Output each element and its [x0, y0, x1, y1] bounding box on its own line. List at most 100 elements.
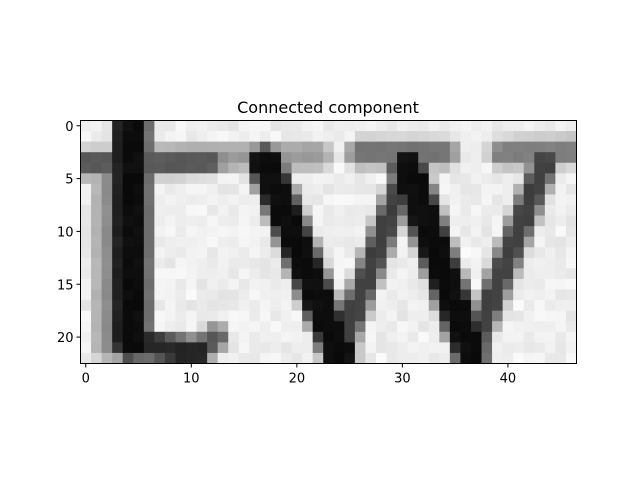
pixel-cell [291, 352, 303, 364]
pixel-cell [312, 226, 324, 238]
pixel-cell [365, 247, 377, 259]
pixel-cell [312, 300, 324, 312]
pixel-cell [344, 205, 356, 216]
pixel-cell [80, 183, 92, 195]
pixel-cell [470, 247, 482, 259]
pixel-cell [492, 342, 504, 354]
pixel-cell [375, 162, 387, 174]
pixel-cell [344, 141, 356, 153]
pixel-cell [196, 162, 208, 174]
pixel-cell [196, 268, 208, 280]
pixel-cell [460, 289, 472, 301]
pixel-cell [397, 342, 409, 354]
pixel-cell [333, 247, 345, 259]
pixel-cell [470, 183, 482, 195]
pixel-cell [196, 173, 208, 185]
pixel-cell [523, 226, 535, 238]
pixel-cell [555, 289, 567, 301]
pixel-cell [534, 352, 546, 364]
pixel-cell [122, 268, 134, 280]
pixel-cell [513, 152, 525, 164]
pixel-cell [354, 131, 366, 143]
pixel-cell [101, 352, 113, 364]
pixel-cell [492, 205, 504, 216]
pixel-cell [565, 310, 577, 322]
pixel-cell [492, 247, 504, 259]
pixel-cell [449, 183, 461, 195]
pixel-cell [449, 226, 461, 238]
pixel-cell [354, 152, 366, 164]
pixel-cell [80, 278, 92, 290]
pixel-cell [544, 183, 556, 195]
pixel-cell [312, 205, 324, 216]
pixel-cell [375, 173, 387, 185]
pixel-cell [175, 152, 187, 164]
pixel-cell [544, 352, 556, 364]
pixel-cell [228, 257, 240, 269]
pixel-cell [492, 152, 504, 164]
pixel-cell [534, 152, 546, 164]
pixel-cell [470, 205, 482, 216]
pixel-cell [270, 226, 282, 238]
pixel-cell [217, 141, 229, 153]
pixel-cell [91, 120, 102, 132]
pixel-cell [365, 257, 377, 269]
pixel-cell [228, 120, 240, 132]
pixel-cell [555, 215, 567, 227]
pixel-cell [365, 152, 377, 164]
pixel-cell [143, 141, 155, 153]
pixel-cell [428, 162, 440, 174]
pixel-cell [555, 278, 567, 290]
pixel-cell [80, 300, 92, 312]
pixel-cell [196, 183, 208, 195]
pixel-cell [164, 247, 176, 259]
pixel-cell [281, 289, 292, 301]
pixel-cell [291, 257, 303, 269]
pixel-cell [175, 321, 187, 333]
pixel-cell [492, 226, 504, 238]
pixel-cell [175, 342, 187, 354]
pixel-cell [164, 289, 176, 301]
pixel-cell [196, 342, 208, 354]
pixel-cell [470, 226, 482, 238]
pixel-cell [492, 257, 504, 269]
pixel-cell [323, 321, 335, 333]
pixel-cell [112, 194, 124, 206]
pixel-cell [534, 331, 546, 343]
pixel-cell [196, 226, 208, 238]
pixel-cell [375, 331, 387, 343]
pixel-cell [122, 131, 134, 143]
pixel-cell [333, 342, 345, 354]
pixel-cell [565, 247, 577, 259]
pixel-cell [439, 289, 451, 301]
pixel-cell [418, 257, 430, 269]
pixel-cell [439, 173, 451, 185]
pixel-cell [428, 205, 440, 216]
pixel-cell [449, 352, 461, 364]
pixel-cell [375, 352, 387, 364]
pixel-cell [281, 205, 292, 216]
pixel-cell [449, 331, 461, 343]
pixel-cell [312, 310, 324, 322]
pixel-cell [91, 162, 102, 174]
pixel-cell [365, 194, 377, 206]
pixel-cell [312, 352, 324, 364]
pixel-cell [460, 268, 472, 280]
pixel-cell [470, 257, 482, 269]
pixel-cell [217, 226, 229, 238]
pixel-cell [217, 331, 229, 343]
pixel-cell [312, 131, 324, 143]
pixel-cell [449, 205, 461, 216]
pixel-cell [164, 342, 176, 354]
pixel-cell [354, 300, 366, 312]
pixel-cell [291, 141, 303, 153]
pixel-cell [407, 342, 419, 354]
pixel-cell [513, 310, 525, 322]
pixel-cell [470, 342, 482, 354]
pixel-cell [291, 152, 303, 164]
pixel-cell [492, 236, 504, 248]
pixel-cell [217, 278, 229, 290]
pixel-cell [207, 162, 219, 174]
pixel-cell [534, 215, 546, 227]
pixel-cell [91, 226, 102, 238]
